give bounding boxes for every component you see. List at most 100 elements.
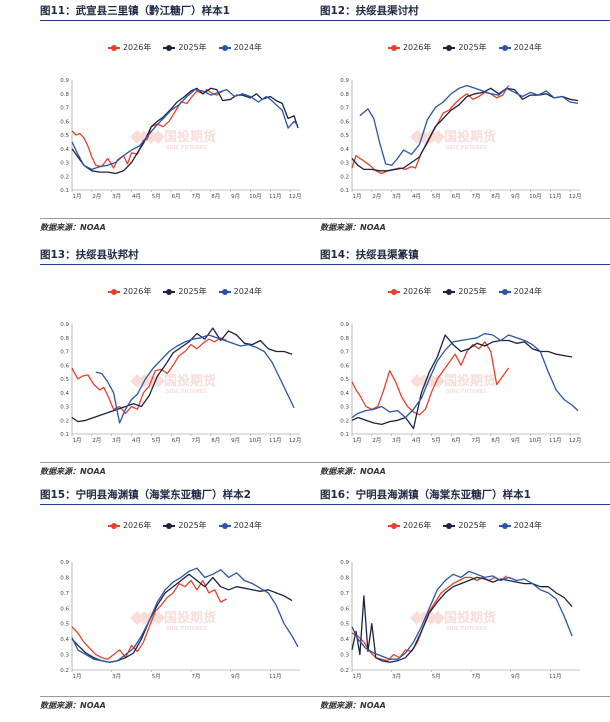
data-source-note: 数据来源：NOAA [40, 696, 330, 712]
x-tick-label: 6月 [172, 193, 181, 200]
y-tick-label: 0.9 [340, 322, 349, 328]
x-tick-label: 10月 [249, 193, 262, 200]
legend-swatch [163, 522, 176, 529]
y-tick-label: 0.7 [340, 591, 349, 597]
x-tick-label: 3月 [392, 673, 401, 680]
y-tick-label: 0.3 [340, 161, 349, 167]
panel-title: 图11：武宣县三里镇（黔江糖厂）样本1 [40, 2, 330, 21]
legend-item: 2026年 [387, 286, 431, 297]
y-tick-label: 0.4 [60, 391, 69, 397]
x-tick-label: 4月 [412, 193, 421, 200]
series-line [359, 84, 579, 166]
x-tick-label: 12月 [289, 193, 302, 200]
y-tick-label: 0.1 [340, 432, 349, 438]
y-tick-label: 0.8 [340, 575, 349, 581]
x-tick-label: 11月 [549, 193, 562, 200]
x-tick-label: 5月 [152, 437, 161, 444]
legend-label: 2025年 [178, 521, 207, 530]
watermark-subtext: SDIC FUTURES [166, 626, 207, 632]
legend-label: 2026年 [122, 521, 152, 530]
series-line [71, 87, 299, 175]
y-tick-label: 0.9 [60, 78, 69, 84]
legend-item: 2025年 [163, 42, 207, 53]
y-tick-label: 0.2 [340, 418, 349, 424]
y-tick-label: 0.6 [60, 606, 69, 612]
x-tick-label: 3月 [112, 437, 121, 444]
x-tick-label: 1月 [73, 673, 82, 680]
y-tick-label: 0.7 [340, 350, 349, 356]
chart-panel-11: 图11：武宣县三里镇（黔江糖厂）样本1 2026年 2025年 2024年 国投期货 SD… [40, 2, 330, 238]
y-tick-label: 0.8 [340, 92, 349, 98]
legend-swatch [218, 288, 231, 295]
y-tick-label: 0.9 [60, 560, 69, 566]
legend-swatch [443, 44, 456, 51]
y-tick-label: 0.5 [60, 133, 69, 139]
legend-swatch [387, 44, 400, 51]
x-tick-label: 9月 [511, 193, 520, 200]
y-tick-label: 0.8 [60, 575, 69, 581]
legend-swatch [107, 288, 120, 295]
x-tick-label: 9月 [511, 437, 520, 444]
chart-panel-13: 图13：扶绥县驮邦村 2026年 2025年 2024年 国投期货 SDIC FUTURE… [40, 246, 330, 482]
series-line [71, 337, 227, 415]
panel-title: 图12：扶绥县渠讨村 [320, 2, 610, 21]
chart-legend: 2026年 2025年 2024年 [320, 42, 610, 53]
legend-item: 2024年 [498, 520, 543, 531]
legend-label: 2026年 [122, 287, 152, 296]
y-tick-label: 0.8 [340, 336, 349, 342]
legend-swatch [107, 44, 120, 51]
x-tick-label: 2月 [92, 437, 101, 444]
x-tick-label: 8月 [491, 193, 500, 200]
panel-title: 图14：扶绥县渠篆镇 [320, 246, 610, 265]
x-tick-label: 5月 [152, 673, 161, 680]
legend-swatch [443, 288, 456, 295]
x-tick-label: 6月 [452, 193, 461, 200]
series-line [95, 334, 295, 424]
legend-swatch [107, 522, 120, 529]
panel-title: 图15：宁明县海渊镇（海棠东亚糖厂）样本2 [40, 486, 330, 505]
x-tick-label: 3月 [112, 193, 121, 200]
x-tick-label: 1月 [353, 437, 362, 444]
y-tick-label: 0.9 [340, 560, 349, 566]
legend-item: 2025年 [443, 286, 487, 297]
watermark-subtext: SDIC FUTURES [446, 626, 487, 632]
data-source-note: 数据来源：NOAA [40, 462, 330, 478]
y-tick-label: 0.5 [340, 622, 349, 628]
x-tick-label: 6月 [172, 437, 181, 444]
legend-label: 2024年 [513, 287, 543, 296]
x-tick-label: 10月 [249, 437, 262, 444]
x-tick-label: 1月 [353, 673, 362, 680]
series-line [351, 334, 573, 430]
y-tick-label: 0.2 [340, 174, 349, 180]
x-tick-label: 12月 [289, 437, 302, 444]
x-tick-label: 5月 [432, 437, 441, 444]
watermark-subtext: SDIC FUTURES [446, 389, 487, 395]
y-tick-label: 0.3 [340, 653, 349, 659]
y-tick-label: 0.3 [60, 161, 69, 167]
legend-label: 2025年 [178, 287, 207, 296]
legend-label: 2024年 [513, 521, 543, 530]
series-line [71, 567, 299, 663]
y-tick-label: 0.3 [60, 653, 69, 659]
data-source-note: 数据来源：NOAA [40, 218, 330, 234]
legend-item: 2024年 [498, 42, 543, 53]
y-tick-label: 0.4 [340, 637, 349, 643]
y-tick-label: 0.1 [60, 432, 69, 438]
legend-item: 2025年 [163, 286, 207, 297]
chart-panel-14: 图14：扶绥县渠篆镇 2026年 2025年 2024年国投期货 SDIC FUTURE… [320, 246, 610, 482]
x-tick-label: 4月 [412, 437, 421, 444]
y-tick-label: 0.5 [340, 377, 349, 383]
legend-label: 2024年 [233, 521, 263, 530]
watermark-text: 国投期货 [164, 373, 216, 389]
x-tick-label: 12月 [569, 437, 582, 444]
legend-label: 2024年 [513, 43, 543, 52]
x-tick-label: 2月 [372, 437, 381, 444]
x-tick-label: 7月 [471, 437, 480, 444]
watermark-subtext: SDIC FUTURES [446, 145, 487, 151]
x-tick-label: 2月 [92, 193, 101, 200]
watermark-subtext: SDIC FUTURES [166, 389, 207, 395]
